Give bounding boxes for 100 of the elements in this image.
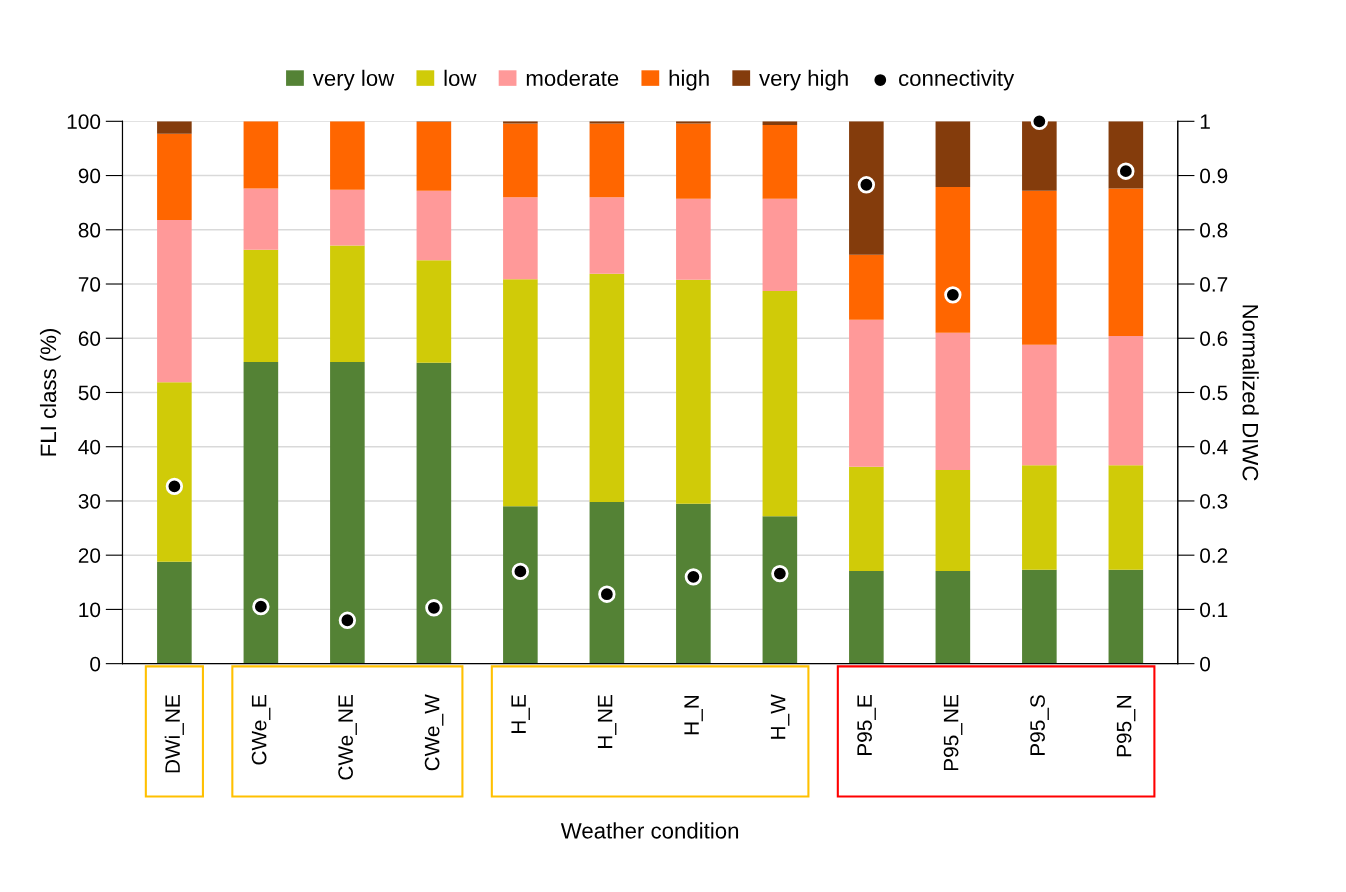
bar xyxy=(1022,344,1057,466)
bar xyxy=(157,133,192,221)
bar xyxy=(849,466,884,571)
y-tick-label: 90 xyxy=(78,168,101,184)
y2-tick-label: 0.7 xyxy=(1200,277,1228,292)
point xyxy=(771,564,789,583)
bar xyxy=(1108,121,1144,189)
y2-tick-label: 0.5 xyxy=(1200,385,1228,401)
bar xyxy=(935,470,971,571)
bar xyxy=(157,220,192,383)
legend-label: connectivity xyxy=(899,69,1015,91)
bar xyxy=(243,362,279,664)
legend-label: low xyxy=(444,69,477,87)
bar xyxy=(503,197,538,280)
legend-label: high xyxy=(669,69,709,91)
point xyxy=(511,562,530,581)
bar xyxy=(849,570,884,664)
legend-label: very high xyxy=(759,69,848,91)
y-axis-title: FLI class (%) xyxy=(39,329,61,456)
x-tick-label: DWi_NE xyxy=(164,695,184,773)
bar xyxy=(676,503,711,664)
bar xyxy=(330,245,365,363)
bar xyxy=(589,197,625,274)
point xyxy=(1117,162,1135,180)
legend-label: very low xyxy=(312,69,395,91)
bar xyxy=(849,254,884,320)
y-tick-label: 0 xyxy=(90,656,101,672)
bar xyxy=(416,260,452,363)
x-tick-label: CWe_E xyxy=(251,695,271,765)
bar xyxy=(676,123,711,199)
bar xyxy=(416,121,452,191)
bar xyxy=(1022,121,1057,191)
bar xyxy=(243,121,279,189)
bar xyxy=(935,570,971,664)
bar xyxy=(503,506,538,664)
bar xyxy=(1108,188,1144,337)
bar xyxy=(416,190,452,261)
bar xyxy=(762,125,798,199)
bar xyxy=(157,121,192,134)
bar xyxy=(676,279,711,504)
bar xyxy=(935,186,971,333)
bar xyxy=(330,121,365,190)
y-tick-label: 20 xyxy=(78,548,101,563)
point xyxy=(252,598,270,616)
legend-label: moderate xyxy=(526,69,619,87)
y2-axis-title: Normalized DIWC xyxy=(1242,305,1259,481)
y-tick-label: 60 xyxy=(78,331,101,346)
bar xyxy=(1022,190,1057,345)
y-tick-label: 40 xyxy=(78,439,101,455)
point xyxy=(338,611,357,629)
bar xyxy=(935,121,971,187)
bar xyxy=(762,516,798,664)
y-tick-label: 10 xyxy=(79,602,101,618)
y-tick-label: 70 xyxy=(78,277,101,292)
y2-tick-label: 0.2 xyxy=(1200,548,1228,563)
bar xyxy=(503,279,538,507)
x-tick-label: H_N xyxy=(684,695,703,735)
bar xyxy=(849,319,884,467)
bar xyxy=(157,382,192,562)
bar xyxy=(762,291,798,517)
bar xyxy=(676,198,711,280)
bar xyxy=(762,198,798,292)
y2-tick-label: 0.9 xyxy=(1200,168,1228,184)
bar xyxy=(935,332,971,471)
x-tick-label: P95_N xyxy=(1116,695,1136,757)
y2-tick-label: 1 xyxy=(1200,114,1210,129)
y-tick-label: 80 xyxy=(78,222,101,238)
bar xyxy=(1022,465,1057,570)
y-tick-label: 50 xyxy=(78,385,101,401)
bar xyxy=(589,273,625,503)
bar xyxy=(1108,465,1144,570)
bar xyxy=(589,502,625,664)
bar xyxy=(589,123,625,198)
y2-tick-label: 0.4 xyxy=(1200,439,1228,455)
x-tick-label: CWe_W xyxy=(424,694,444,771)
y2-tick-label: 0.6 xyxy=(1200,331,1228,346)
x-tick-label: P95_NE xyxy=(943,695,963,771)
bar xyxy=(243,188,279,250)
point xyxy=(165,477,184,495)
point xyxy=(684,568,703,586)
x-tick-label: H_NE xyxy=(597,695,617,749)
bar xyxy=(157,561,192,664)
bar xyxy=(1108,569,1144,664)
bar xyxy=(330,362,365,664)
y2-tick-label: 0 xyxy=(1200,656,1211,672)
y2-tick-label: 0.1 xyxy=(1200,602,1228,618)
point xyxy=(425,599,443,617)
y2-tick-label: 0.3 xyxy=(1200,493,1228,509)
x-tick-label: H_E xyxy=(511,695,530,734)
y2-tick-label: 0.8 xyxy=(1200,222,1228,238)
bar xyxy=(416,362,452,664)
bar xyxy=(1108,336,1144,466)
x-tick-label: P95_S xyxy=(1030,695,1049,756)
bar xyxy=(1022,569,1057,664)
bar xyxy=(849,121,884,255)
bar xyxy=(330,189,365,246)
x-tick-label: CWe_NE xyxy=(338,695,357,780)
bar xyxy=(503,123,538,198)
point xyxy=(598,585,616,603)
y-tick-label: 100 xyxy=(67,114,101,130)
